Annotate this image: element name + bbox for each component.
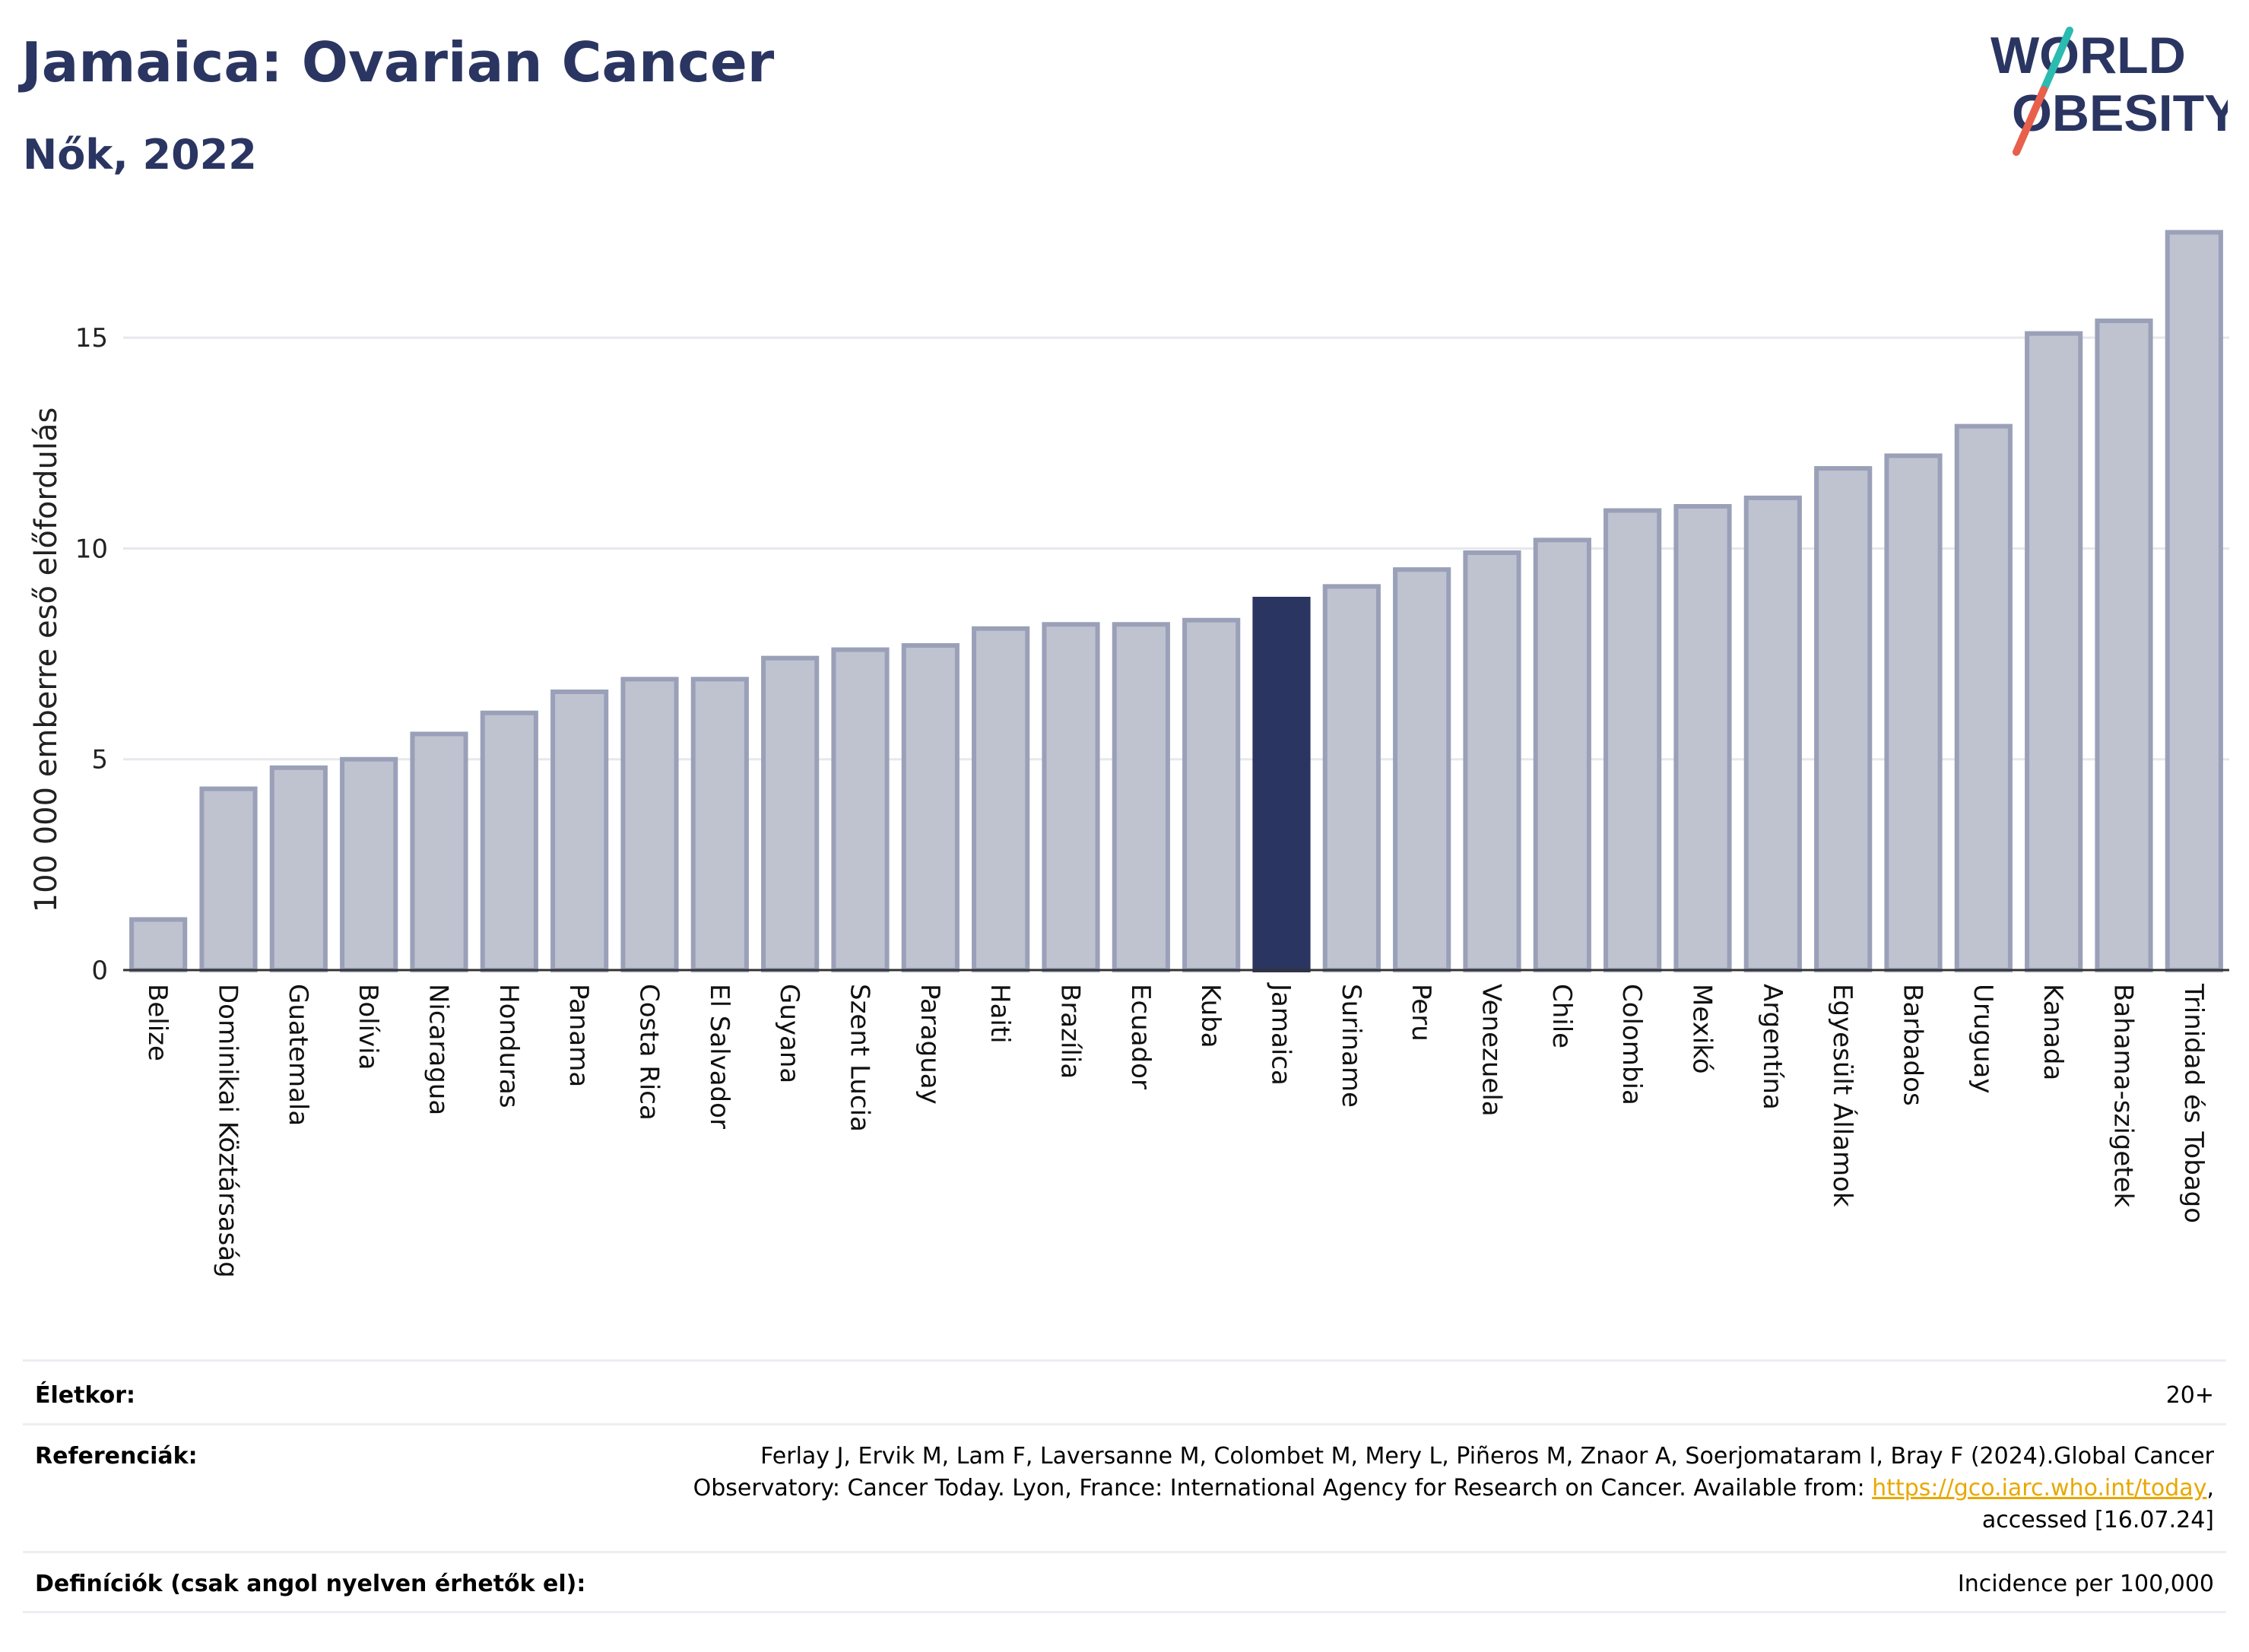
- x-tick-label: Argentína: [1757, 984, 1787, 1110]
- bar-haiti: [972, 626, 1030, 972]
- bar-nicaragua: [410, 731, 468, 972]
- age-value: 20+: [2165, 1382, 2214, 1409]
- x-tick-label: Nicaragua: [423, 984, 454, 1115]
- x-tick-label: Venezuela: [1477, 984, 1507, 1117]
- x-tick-label: Honduras: [493, 984, 524, 1108]
- bar-trinidad-és-tobago: [2165, 230, 2223, 972]
- bar-dominikai-köztársaság: [199, 786, 258, 972]
- chart-subtitle: Nők, 2022: [23, 131, 257, 179]
- bar-argentína: [1743, 495, 1802, 972]
- logo-slash-bottom: [2013, 86, 2048, 156]
- y-tick-label: 0: [91, 956, 108, 986]
- x-tick-label: Belize: [142, 984, 173, 1061]
- definitions-value: Incidence per 100,000: [1957, 1571, 2214, 1597]
- bar-kanada: [2025, 331, 2083, 972]
- x-tick-label: Peru: [1406, 984, 1436, 1042]
- gridlines: [123, 336, 2229, 761]
- y-tick-label: 5: [91, 745, 108, 775]
- chart-title: Jamaica: Ovarian Cancer: [21, 30, 775, 94]
- axes: 0 5 10 15 100 000 emberre eső előfordulás: [29, 323, 2229, 986]
- bar-el-salvador: [690, 677, 749, 972]
- references-link[interactable]: https://gco.iarc.who.int/today: [1872, 1475, 2207, 1501]
- bar-brazília: [1042, 622, 1100, 972]
- bar-bahama-szigetek: [2095, 319, 2153, 972]
- x-tick-label: El Salvador: [704, 984, 734, 1129]
- logo-text-obesity: OBESITY: [2012, 84, 2228, 142]
- category-labels: Belize Dominikai Köztársaság Guatemala Bolí…: [142, 982, 2209, 1278]
- age-label: Életkor:: [35, 1382, 136, 1409]
- bars: [129, 230, 2223, 973]
- footer-row-definitions: Definíciók (csak angol nyelven érhetők e…: [23, 1551, 2226, 1613]
- x-tick-label: Brazília: [1055, 984, 1086, 1079]
- bar-costa-rica: [620, 677, 679, 972]
- references-text-before: Ferlay J, Ervik M, Lam F, Laversanne M, …: [693, 1443, 2214, 1501]
- x-tick-label: Guyana: [774, 984, 804, 1083]
- bar-venezuela: [1463, 550, 1521, 972]
- bar-jamaica: [1252, 597, 1311, 972]
- bar-egyesült-államok: [1814, 466, 1873, 972]
- references-text: Ferlay J, Ervik M, Lam F, Laversanne M, …: [648, 1441, 2226, 1536]
- definitions-label: Definíciók (csak angol nyelven érhetők e…: [35, 1571, 586, 1597]
- bar-paraguay: [901, 643, 960, 972]
- bar-guatemala: [269, 765, 328, 972]
- bar-bolívia: [340, 756, 398, 973]
- x-tick-label: Chile: [1546, 984, 1577, 1048]
- x-tick-label: Bahama-szigetek: [2108, 984, 2139, 1208]
- bar-barbados: [1884, 453, 1943, 972]
- bar-suriname: [1322, 584, 1381, 972]
- x-tick-label: Paraguay: [915, 984, 945, 1105]
- footer-row-age: Életkor: 20+: [23, 1359, 2226, 1423]
- bar-kuba: [1182, 617, 1241, 973]
- x-tick-label: Colombia: [1616, 984, 1647, 1105]
- x-tick-label: Bolívia: [353, 984, 383, 1070]
- bar-chile: [1533, 537, 1591, 972]
- footer-row-references: Referenciák: Ferlay J, Ervik M, Lam F, L…: [23, 1423, 2226, 1551]
- bar-uruguay: [1954, 423, 2013, 972]
- y-tick-label: 10: [75, 534, 108, 564]
- bar-panama: [550, 690, 609, 972]
- bar-peru: [1393, 567, 1451, 972]
- x-tick-label: Costa Rica: [634, 984, 665, 1121]
- bar-szent-lucia: [831, 647, 890, 973]
- x-tick-label: Mexikó: [1687, 984, 1718, 1074]
- bar-mexikó: [1673, 504, 1732, 972]
- x-tick-label: Trinidad és Tobago: [2178, 983, 2209, 1223]
- x-tick-label: Dominikai Köztársaság: [213, 984, 243, 1278]
- references-text-after: , accessed [16.07.24]: [1981, 1475, 2214, 1533]
- world-obesity-logo: WORLD OBESITY: [1990, 27, 2228, 156]
- references-label: Referenciák:: [35, 1443, 198, 1470]
- bar-guyana: [761, 655, 820, 972]
- x-tick-label: Uruguay: [1968, 984, 1998, 1094]
- x-tick-label: Haiti: [985, 984, 1015, 1044]
- x-tick-label: Barbados: [1898, 984, 1928, 1106]
- x-tick-label: Guatemala: [283, 984, 313, 1126]
- bar-chart: 0 5 10 15 100 000 emberre eső előfordulás Be…: [29, 230, 2229, 1278]
- logo-slash-top: [2040, 27, 2073, 94]
- bar-ecuador: [1112, 622, 1170, 972]
- y-axis-label: 100 000 emberre eső előfordulás: [29, 407, 64, 913]
- x-tick-label: Ecuador: [1125, 984, 1156, 1089]
- logo-text-world: WORLD: [1990, 27, 2186, 84]
- bar-belize: [129, 917, 188, 973]
- bar-colombia: [1603, 508, 1662, 972]
- x-tick-label: Kanada: [2038, 984, 2068, 1080]
- x-tick-label: Szent Lucia: [845, 984, 875, 1132]
- x-tick-label: Jamaica: [1266, 982, 1296, 1086]
- x-tick-label: Panama: [563, 984, 594, 1087]
- bar-honduras: [480, 710, 538, 973]
- x-tick-label: Suriname: [1336, 984, 1366, 1108]
- y-tick-label: 15: [75, 323, 108, 354]
- chart-footer: Életkor: 20+ Referenciák: Ferlay J, Ervi…: [23, 1359, 2226, 1613]
- x-tick-label: Kuba: [1195, 984, 1226, 1048]
- x-tick-label: Egyesült Államok: [1827, 984, 1858, 1207]
